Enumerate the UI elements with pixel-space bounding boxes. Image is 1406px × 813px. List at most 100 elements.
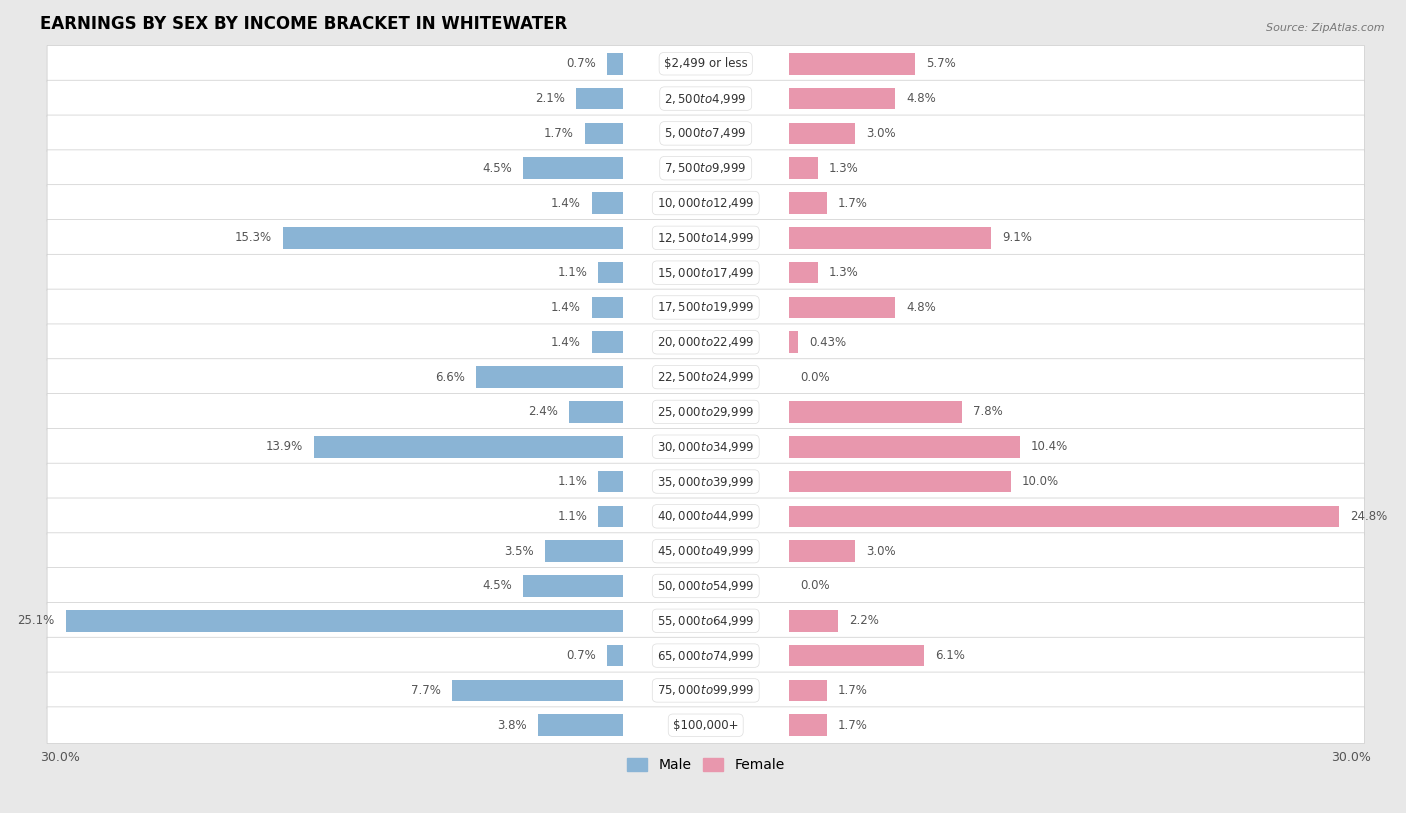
Text: 1.7%: 1.7% [544,127,574,140]
Text: $55,000 to $64,999: $55,000 to $64,999 [657,614,755,628]
FancyBboxPatch shape [46,637,1364,674]
Text: $17,500 to $19,999: $17,500 to $19,999 [657,301,755,315]
Bar [789,53,915,75]
Text: 6.6%: 6.6% [436,371,465,384]
Text: 5.7%: 5.7% [927,57,956,70]
Bar [569,401,623,423]
FancyBboxPatch shape [46,289,1364,326]
Text: $2,499 or less: $2,499 or less [664,57,748,70]
Text: 3.0%: 3.0% [866,545,896,558]
Text: 1.3%: 1.3% [828,266,859,279]
Text: $50,000 to $54,999: $50,000 to $54,999 [657,579,755,593]
Bar [789,541,855,562]
Bar [789,88,896,110]
Text: $35,000 to $39,999: $35,000 to $39,999 [657,475,755,489]
FancyBboxPatch shape [46,672,1364,709]
Bar [789,471,1011,493]
Text: $40,000 to $44,999: $40,000 to $44,999 [657,510,755,524]
Text: 3.5%: 3.5% [505,545,534,558]
Legend: Male, Female: Male, Female [621,753,790,778]
Bar [576,88,623,110]
Text: 15.3%: 15.3% [235,232,273,245]
Text: 1.1%: 1.1% [557,475,588,488]
Bar [315,436,623,458]
Text: 3.0%: 3.0% [866,127,896,140]
Text: 9.1%: 9.1% [1001,232,1032,245]
Text: 7.8%: 7.8% [973,406,1002,419]
Text: 7.7%: 7.7% [411,684,440,697]
Text: 1.1%: 1.1% [557,266,588,279]
FancyBboxPatch shape [46,359,1364,395]
FancyBboxPatch shape [46,185,1364,221]
FancyBboxPatch shape [46,428,1364,465]
Text: $7,500 to $9,999: $7,500 to $9,999 [665,161,747,176]
Text: 1.7%: 1.7% [838,719,868,732]
Text: 4.8%: 4.8% [907,301,936,314]
Bar [789,262,818,284]
Text: 2.2%: 2.2% [849,615,879,628]
Bar [789,123,855,144]
Bar [789,680,827,702]
FancyBboxPatch shape [46,393,1364,430]
Text: 4.8%: 4.8% [907,92,936,105]
Bar [789,227,991,249]
Text: 1.4%: 1.4% [551,301,581,314]
Text: 10.0%: 10.0% [1022,475,1059,488]
FancyBboxPatch shape [46,498,1364,535]
Bar [789,610,838,632]
FancyBboxPatch shape [46,115,1364,152]
Bar [598,471,623,493]
Text: $22,500 to $24,999: $22,500 to $24,999 [657,370,755,384]
Text: $75,000 to $99,999: $75,000 to $99,999 [657,684,755,698]
FancyBboxPatch shape [46,533,1364,570]
Text: $30,000 to $34,999: $30,000 to $34,999 [657,440,755,454]
Text: 1.1%: 1.1% [557,510,588,523]
Bar [592,332,623,353]
Bar [477,367,623,388]
Text: 1.7%: 1.7% [838,684,868,697]
Text: 4.5%: 4.5% [482,162,512,175]
Text: EARNINGS BY SEX BY INCOME BRACKET IN WHITEWATER: EARNINGS BY SEX BY INCOME BRACKET IN WHI… [41,15,568,33]
Text: 2.1%: 2.1% [536,92,565,105]
Text: $15,000 to $17,499: $15,000 to $17,499 [657,266,755,280]
FancyBboxPatch shape [46,324,1364,361]
Text: 0.7%: 0.7% [567,57,596,70]
FancyBboxPatch shape [46,706,1364,744]
Text: 24.8%: 24.8% [1350,510,1388,523]
Bar [607,53,623,75]
FancyBboxPatch shape [46,46,1364,82]
FancyBboxPatch shape [46,567,1364,604]
FancyBboxPatch shape [46,254,1364,291]
Bar [523,575,623,597]
Bar [283,227,623,249]
Text: $2,500 to $4,999: $2,500 to $4,999 [665,92,747,106]
FancyBboxPatch shape [46,80,1364,117]
FancyBboxPatch shape [46,602,1364,639]
Bar [585,123,623,144]
Text: 1.4%: 1.4% [551,197,581,210]
Text: $45,000 to $49,999: $45,000 to $49,999 [657,544,755,559]
FancyBboxPatch shape [46,220,1364,256]
Text: $25,000 to $29,999: $25,000 to $29,999 [657,405,755,419]
Text: 0.0%: 0.0% [800,371,830,384]
Bar [592,297,623,318]
Bar [789,506,1339,527]
Text: 1.3%: 1.3% [828,162,859,175]
Bar [538,715,623,736]
Bar [66,610,623,632]
Text: $10,000 to $12,499: $10,000 to $12,499 [657,196,755,210]
Text: $5,000 to $7,499: $5,000 to $7,499 [665,126,747,141]
Text: 2.4%: 2.4% [529,406,558,419]
Text: 4.5%: 4.5% [482,580,512,593]
Bar [789,192,827,214]
Text: $100,000+: $100,000+ [673,719,738,732]
Bar [789,297,896,318]
Bar [789,436,1019,458]
FancyBboxPatch shape [46,150,1364,186]
Bar [789,715,827,736]
Bar [523,158,623,179]
Bar [789,401,962,423]
Text: 1.4%: 1.4% [551,336,581,349]
Bar [789,158,818,179]
Text: 0.43%: 0.43% [810,336,846,349]
